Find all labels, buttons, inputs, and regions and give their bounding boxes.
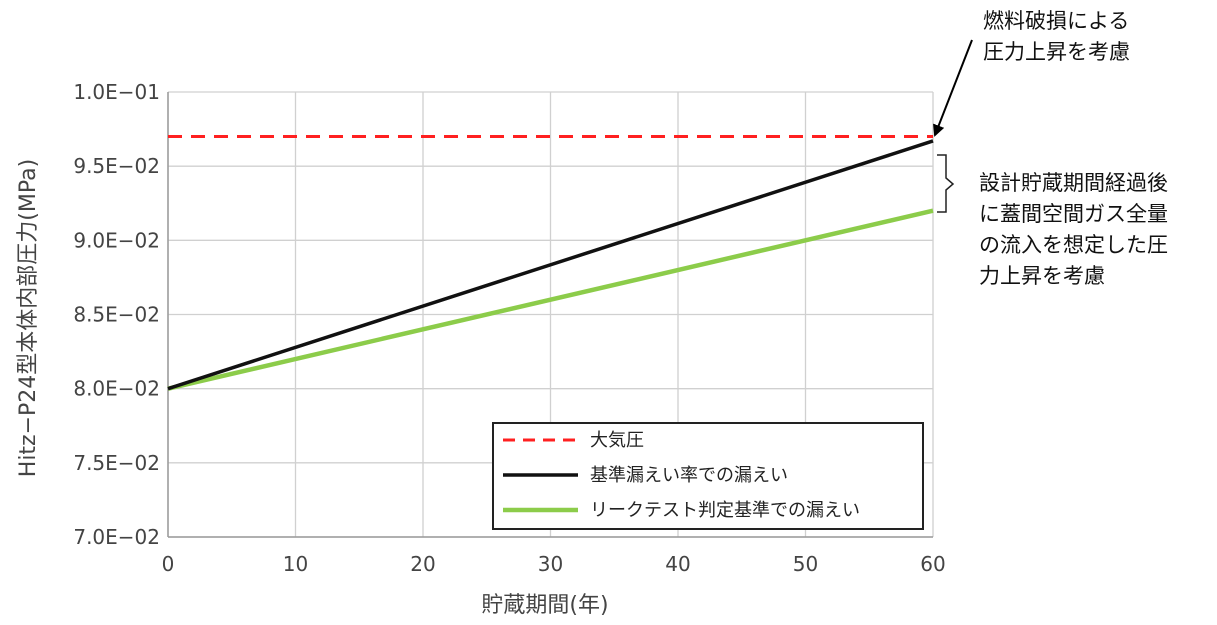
legend-label-1: 大気圧	[590, 430, 644, 451]
x-tick-label: 0	[162, 552, 175, 576]
x-tick-label: 10	[283, 552, 308, 576]
x-axis-label: 貯蔵期間(年)	[481, 593, 608, 618]
x-tick-label: 30	[538, 552, 563, 576]
annotation-fuel-damage: 燃料破損による 圧力上昇を考慮	[983, 6, 1130, 68]
x-tick-label: 20	[410, 552, 435, 576]
annotation-line: 設計貯蔵期間経過後	[979, 168, 1168, 199]
y-tick-label: 9.0E−02	[73, 228, 160, 252]
y-tick-label: 1.0E−01	[73, 80, 160, 104]
y-axis-label: Hitz−P24型本体内部圧力(MPa)	[16, 159, 41, 477]
annotation-gas-inflow: 設計貯蔵期間経過後 に蓋間空間ガス全量 の流入を想定した圧 力上昇を考慮	[979, 168, 1168, 292]
y-tick-label: 9.5E−02	[73, 154, 160, 178]
x-tick-label: 40	[665, 552, 690, 576]
annotation-line: 燃料破損による	[983, 6, 1130, 37]
x-tick-label: 50	[793, 552, 818, 576]
x-tick-label: 60	[920, 552, 945, 576]
annotation-line: に蓋間空間ガス全量	[979, 199, 1168, 230]
annotation-markers	[935, 40, 972, 212]
y-tick-label: 8.0E−02	[73, 377, 160, 401]
annotation-line: 力上昇を考慮	[979, 261, 1168, 292]
annotation-arrow	[935, 40, 972, 135]
y-tick-label: 7.0E−02	[73, 525, 160, 549]
legend-label-3: リークテスト判定基準での漏えい	[590, 500, 860, 521]
annotation-bracket	[937, 155, 953, 212]
y-tick-label: 7.5E−02	[73, 451, 160, 475]
legend-label-2: 基準漏えい率での漏えい	[590, 465, 788, 486]
annotation-line: の流入を想定した圧	[979, 230, 1168, 261]
annotation-line: 圧力上昇を考慮	[983, 37, 1130, 68]
y-tick-label: 8.5E−02	[73, 303, 160, 327]
